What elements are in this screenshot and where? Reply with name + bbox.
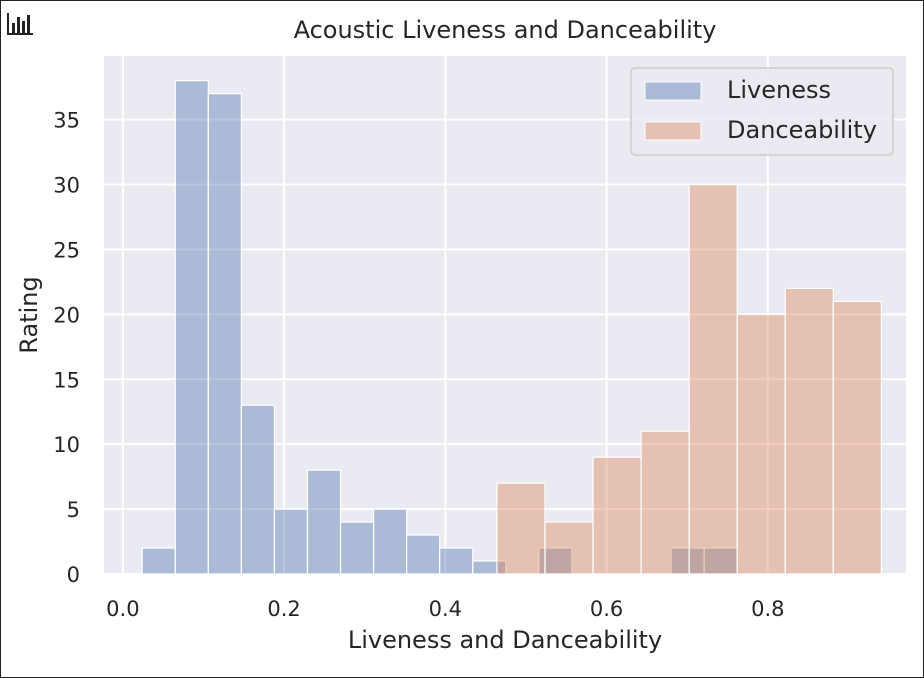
liveness-bar (439, 547, 474, 575)
x-tick-label: 0.6 (590, 597, 623, 621)
danceability-bar (784, 287, 834, 575)
x-tick-label: 0.8 (751, 597, 784, 621)
y-tick-label: 0 (67, 563, 80, 587)
danceability-bar (640, 430, 690, 575)
y-tick-label: 35 (53, 109, 80, 133)
liveness-bar (141, 547, 176, 575)
liveness-bar (670, 547, 705, 575)
x-tick-label: 0.4 (429, 597, 462, 621)
series-liveness-bars (141, 80, 738, 575)
bar-chart-icon[interactable] (5, 11, 35, 37)
y-tick-label: 30 (53, 174, 80, 198)
legend-swatch-liveness (644, 81, 702, 101)
legend-box (630, 67, 894, 156)
liveness-bar (372, 508, 408, 575)
liveness-bar (538, 547, 573, 575)
danceability-bar (496, 482, 546, 575)
y-tick-label: 20 (53, 303, 80, 327)
series-danceability-bars (496, 183, 882, 575)
liveness-bar (306, 469, 342, 575)
x-tick-label: 0.0 (106, 597, 139, 621)
y-tick-label: 25 (53, 238, 80, 262)
liveness-bar (174, 80, 209, 575)
y-axis-label: Rating (15, 276, 43, 353)
x-tick-label: 0.2 (267, 597, 300, 621)
danceability-bar (544, 521, 594, 575)
legend-label-danceability: Danceability (727, 116, 877, 144)
danceability-bar (736, 313, 786, 575)
liveness-bar (273, 508, 309, 575)
histogram-bars (141, 80, 882, 575)
danceability-bar (832, 300, 882, 575)
y-tick-labels: 0 5 10 15 20 25 30 35 (53, 109, 80, 587)
y-tick-label: 15 (53, 368, 80, 392)
x-axis-label: Liveness and Danceability (348, 626, 662, 654)
legend-label-liveness: Liveness (727, 76, 831, 104)
liveness-bar (240, 404, 276, 575)
danceability-bar (688, 183, 738, 575)
x-tick-labels: 0.0 0.2 0.4 0.6 0.8 (106, 597, 784, 621)
liveness-bar (472, 560, 507, 575)
legend-swatch-danceability (644, 121, 702, 141)
legend: Liveness Danceability (630, 67, 894, 156)
danceability-bar (592, 456, 642, 575)
chart-title: Acoustic Liveness and Danceability (294, 16, 717, 44)
liveness-bar (406, 534, 441, 575)
liveness-bar (339, 521, 375, 575)
y-tick-label: 10 (53, 433, 80, 457)
liveness-bar (207, 93, 242, 575)
y-tick-label: 5 (67, 498, 80, 522)
